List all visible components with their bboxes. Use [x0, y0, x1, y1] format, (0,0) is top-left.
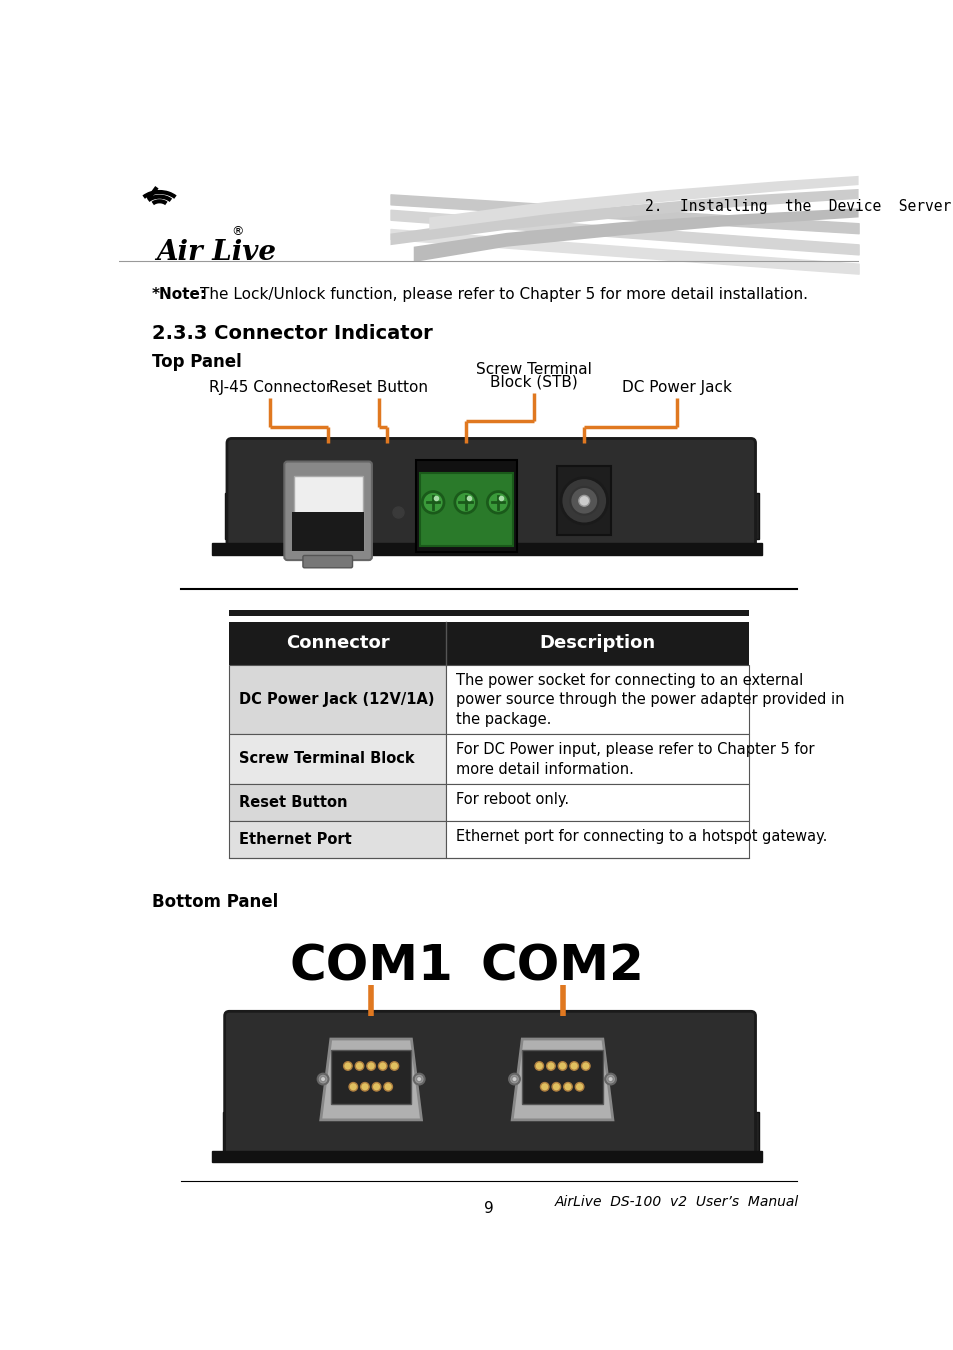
- Bar: [212, 543, 761, 555]
- Text: Block (STB): Block (STB): [490, 374, 578, 389]
- Bar: [225, 493, 232, 539]
- FancyBboxPatch shape: [224, 1011, 755, 1156]
- FancyBboxPatch shape: [227, 439, 755, 549]
- Circle shape: [317, 1073, 328, 1084]
- Text: Reset Button: Reset Button: [238, 795, 347, 810]
- Text: Reset Button: Reset Button: [329, 379, 428, 394]
- Circle shape: [367, 1061, 375, 1071]
- Text: DC Power Jack (12V/1A): DC Power Jack (12V/1A): [238, 693, 434, 707]
- Bar: [229, 664, 446, 734]
- Text: 9: 9: [483, 1200, 494, 1216]
- Bar: [419, 472, 513, 547]
- Polygon shape: [390, 189, 858, 246]
- Circle shape: [546, 1061, 555, 1071]
- FancyBboxPatch shape: [303, 555, 353, 568]
- Circle shape: [372, 1083, 380, 1091]
- Circle shape: [320, 1076, 325, 1081]
- Text: 2.  Installing  the  Device  Server: 2. Installing the Device Server: [644, 198, 950, 213]
- Text: Screw Terminal Block: Screw Terminal Block: [238, 751, 414, 767]
- Circle shape: [581, 1061, 590, 1071]
- Text: Air Live: Air Live: [156, 239, 276, 266]
- Text: For reboot only.: For reboot only.: [456, 792, 568, 807]
- Bar: [294, 477, 362, 549]
- Circle shape: [355, 1061, 363, 1071]
- Circle shape: [414, 1073, 424, 1084]
- Circle shape: [487, 491, 509, 513]
- Bar: [752, 1112, 758, 1154]
- Circle shape: [360, 1083, 369, 1091]
- FancyBboxPatch shape: [284, 462, 372, 560]
- Circle shape: [416, 1076, 421, 1081]
- Circle shape: [569, 1061, 578, 1071]
- Circle shape: [383, 1083, 392, 1091]
- Circle shape: [558, 1061, 566, 1071]
- Bar: [229, 610, 748, 617]
- Text: Ethernet Port: Ethernet Port: [238, 832, 351, 846]
- Text: For DC Power input, please refer to Chapter 5 for
more detail information.: For DC Power input, please refer to Chap…: [456, 741, 813, 776]
- Bar: [212, 1150, 761, 1162]
- Polygon shape: [331, 1050, 411, 1104]
- Circle shape: [378, 1061, 387, 1071]
- Bar: [446, 734, 748, 784]
- Text: ®: ®: [232, 225, 244, 238]
- Circle shape: [540, 1083, 548, 1091]
- Circle shape: [349, 1083, 357, 1091]
- Bar: [229, 622, 748, 664]
- Circle shape: [390, 1061, 398, 1071]
- Text: AirLive  DS-100  v2  User’s  Manual: AirLive DS-100 v2 User’s Manual: [555, 1195, 799, 1210]
- Bar: [446, 664, 748, 734]
- Text: *Note:: *Note:: [152, 286, 207, 302]
- Bar: [557, 466, 611, 536]
- Text: Screw Terminal: Screw Terminal: [476, 362, 591, 377]
- Circle shape: [511, 1076, 517, 1081]
- Text: Top Panel: Top Panel: [152, 352, 241, 371]
- Text: 2.3.3 Connector Indicator: 2.3.3 Connector Indicator: [152, 324, 432, 343]
- Circle shape: [578, 495, 589, 506]
- Text: Connector: Connector: [286, 634, 389, 652]
- Text: Description: Description: [538, 634, 655, 652]
- Circle shape: [575, 1083, 583, 1091]
- Text: The Lock/Unlock function, please refer to Chapter 5 for more detail installation: The Lock/Unlock function, please refer t…: [199, 286, 807, 302]
- Bar: [229, 821, 446, 859]
- Text: The power socket for connecting to an external
power source through the power ad: The power socket for connecting to an ex…: [456, 672, 843, 728]
- Circle shape: [570, 487, 598, 514]
- Circle shape: [563, 1083, 572, 1091]
- Bar: [292, 513, 364, 551]
- Polygon shape: [521, 1050, 602, 1104]
- Bar: [229, 734, 446, 784]
- Circle shape: [552, 1083, 560, 1091]
- Bar: [416, 460, 517, 552]
- Bar: [752, 493, 758, 539]
- Circle shape: [535, 1061, 543, 1071]
- Bar: [446, 784, 748, 821]
- Bar: [446, 821, 748, 859]
- Bar: [223, 1112, 229, 1154]
- Text: COM1: COM1: [289, 942, 453, 991]
- Circle shape: [422, 491, 443, 513]
- Circle shape: [560, 478, 607, 524]
- Text: RJ-45 Connector: RJ-45 Connector: [209, 379, 332, 394]
- Polygon shape: [512, 1040, 612, 1120]
- Text: COM2: COM2: [480, 942, 644, 991]
- Circle shape: [607, 1076, 613, 1081]
- Text: Ethernet port for connecting to a hotspot gateway.: Ethernet port for connecting to a hotspo…: [456, 829, 826, 844]
- Bar: [229, 784, 446, 821]
- Polygon shape: [320, 1040, 421, 1120]
- Text: Bottom Panel: Bottom Panel: [152, 892, 277, 911]
- Polygon shape: [429, 176, 858, 230]
- Circle shape: [455, 491, 476, 513]
- Text: DC Power Jack: DC Power Jack: [621, 379, 731, 394]
- Circle shape: [509, 1073, 519, 1084]
- Circle shape: [604, 1073, 616, 1084]
- Polygon shape: [414, 208, 858, 262]
- Circle shape: [343, 1061, 352, 1071]
